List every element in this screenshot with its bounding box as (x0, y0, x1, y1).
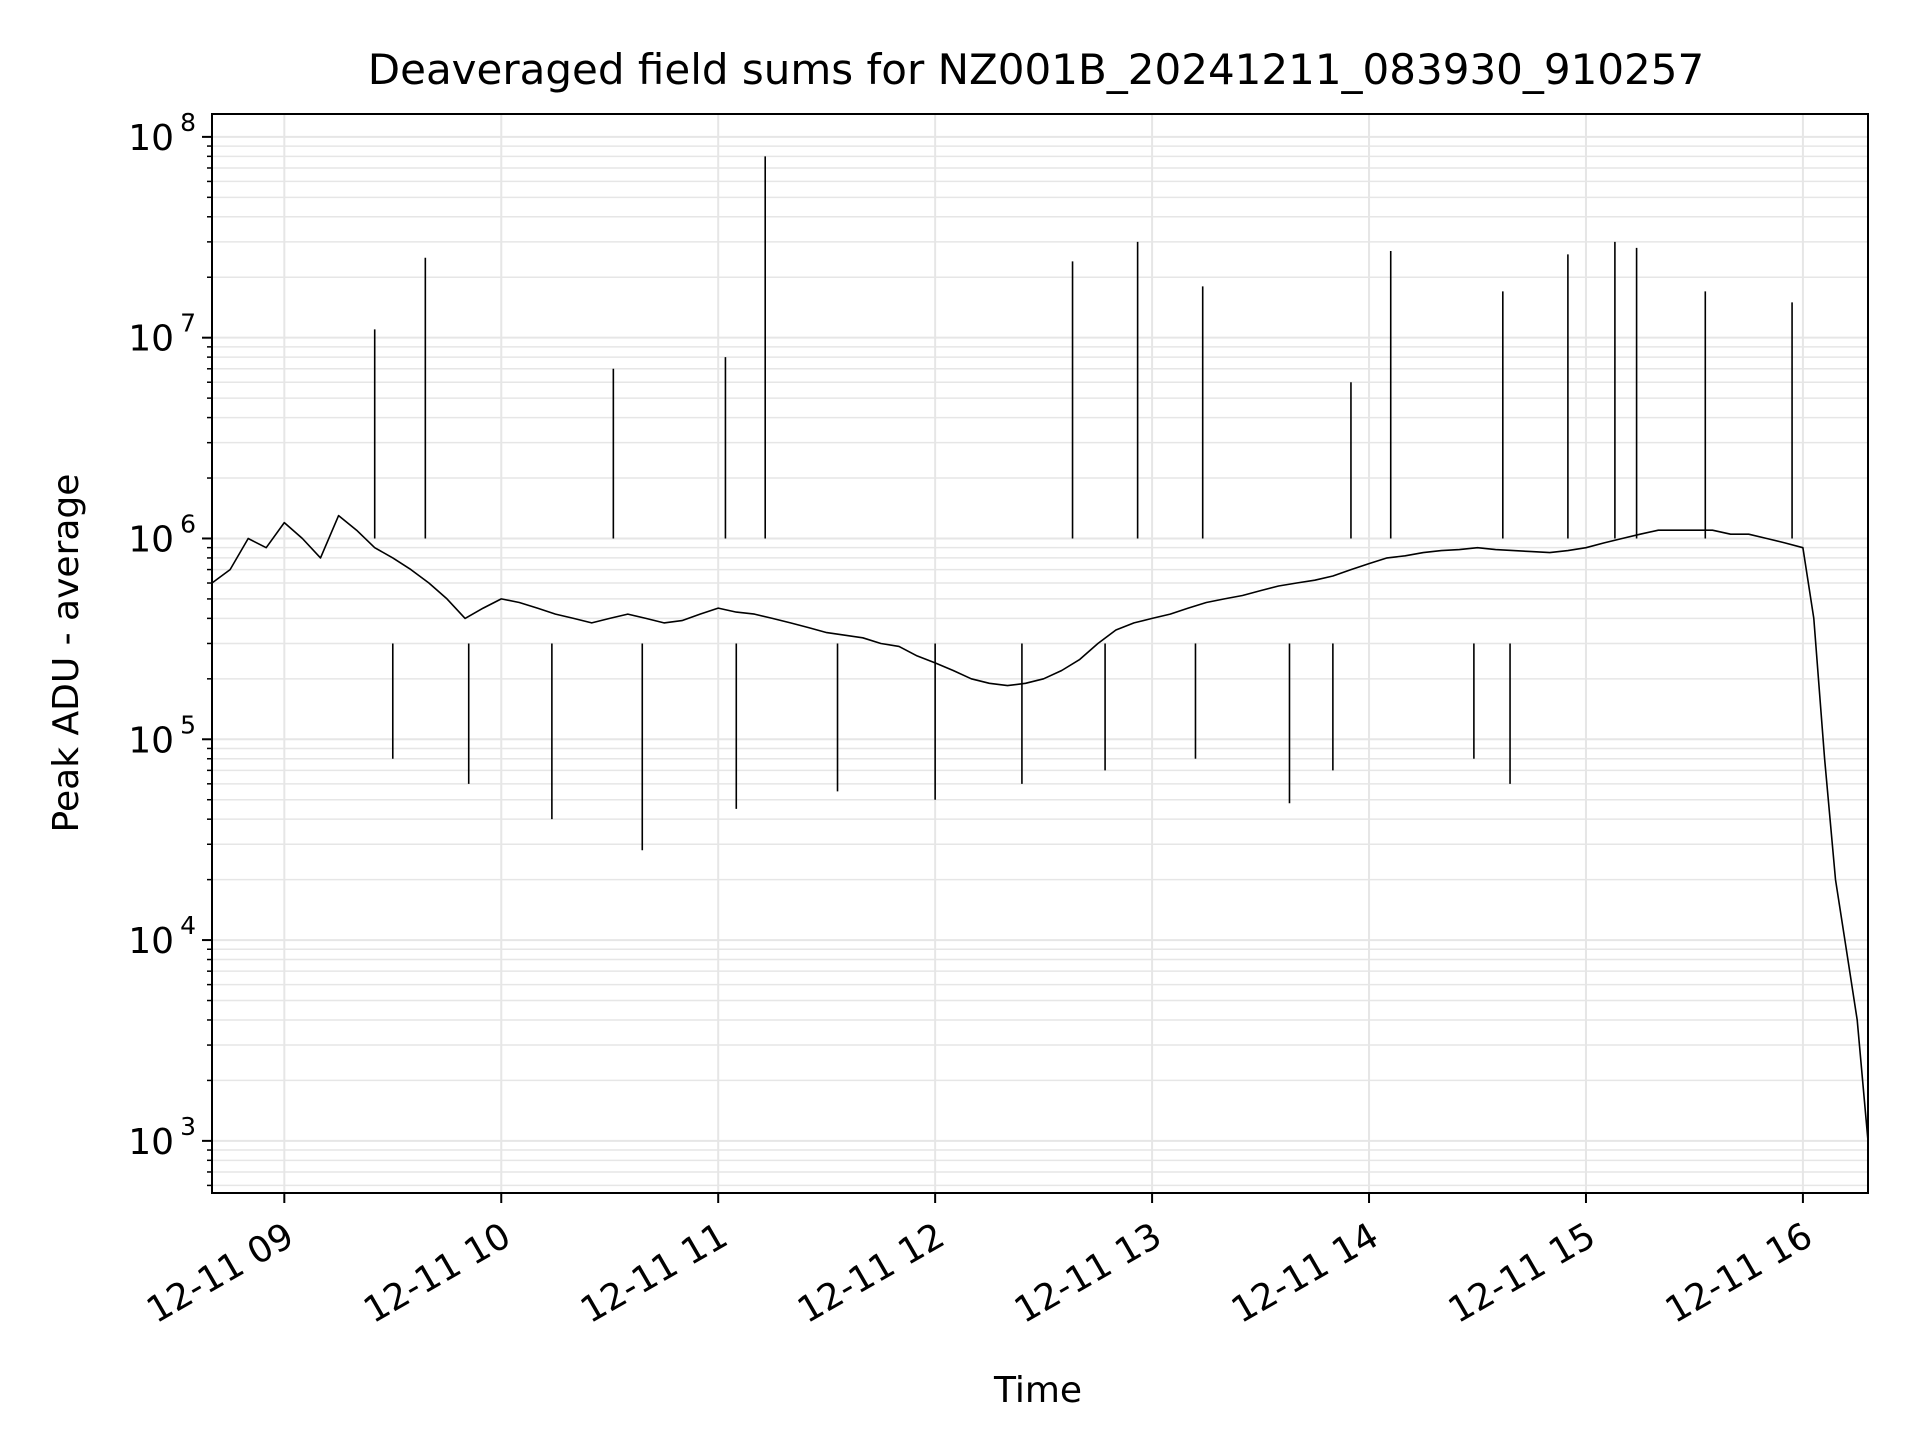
y-tick-label: 10 (128, 720, 174, 761)
y-tick-label: 10 (128, 319, 174, 360)
y-tick-label: 10 (128, 519, 174, 560)
y-axis-label: Peak ADU - average (46, 474, 87, 833)
series-layer (211, 156, 1869, 1141)
y-tick-label: 10 (128, 118, 174, 159)
y-tick-exponent: 3 (180, 1112, 196, 1141)
plot-frame (211, 113, 1869, 1194)
y-tick-exponent: 4 (180, 911, 196, 940)
y-tick-exponent: 8 (180, 108, 196, 137)
y-tick-exponent: 7 (180, 309, 196, 338)
y-tick-label: 10 (128, 1122, 174, 1163)
grid (212, 114, 1868, 1193)
y-tick-exponent: 6 (180, 509, 196, 538)
chart-title: Deaveraged field sums for NZ001B_2024121… (368, 45, 1704, 94)
y-tick-label: 10 (128, 921, 174, 962)
x-axis-label: Time (993, 1370, 1082, 1411)
series-line (211, 514, 1869, 1141)
y-tick-exponent: 5 (180, 710, 196, 739)
